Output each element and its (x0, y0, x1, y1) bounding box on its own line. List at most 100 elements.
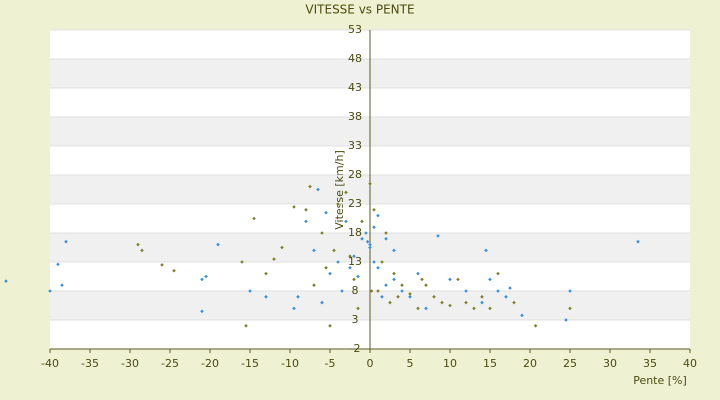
point (488, 306, 492, 311)
x-tick-label: 25 (563, 357, 577, 370)
point (340, 289, 344, 293)
point (416, 306, 420, 311)
point (296, 295, 300, 299)
point (368, 245, 372, 250)
point (372, 208, 376, 212)
point (436, 234, 440, 238)
x-tick-label: 35 (643, 357, 657, 370)
point (448, 303, 452, 308)
y-tick-label: 38 (348, 110, 362, 123)
point (292, 306, 296, 311)
point (336, 202, 340, 206)
point (384, 283, 388, 287)
x-tick-label: 20 (523, 357, 537, 370)
point (416, 271, 420, 276)
x-tick-label: -25 (161, 357, 179, 370)
point (360, 219, 364, 224)
point (384, 237, 388, 241)
point (244, 324, 248, 328)
point (324, 266, 328, 270)
y-tick-label: 53 (348, 23, 362, 36)
point (248, 289, 252, 293)
point (392, 271, 396, 276)
y-tick-label: 43 (348, 81, 362, 94)
point (352, 277, 356, 282)
x-tick-label: 30 (603, 357, 617, 370)
point (160, 263, 164, 267)
point (304, 208, 308, 212)
point (408, 295, 412, 299)
x-tick-label: 5 (407, 357, 414, 370)
point (328, 324, 332, 328)
point (200, 309, 204, 314)
point (272, 257, 276, 261)
point (292, 205, 296, 209)
point (332, 248, 336, 253)
x-tick-label: 0 (367, 357, 374, 370)
point (64, 239, 68, 244)
point (216, 242, 220, 247)
point (400, 289, 404, 293)
point (380, 260, 384, 264)
point (356, 306, 360, 311)
point (348, 266, 352, 270)
y-tick-label: 48 (348, 52, 362, 65)
y-tick-label: 3 (352, 313, 359, 326)
point (360, 237, 364, 241)
point (484, 248, 488, 253)
y-tick-label: 18 (348, 226, 362, 239)
point (60, 283, 64, 287)
chart-title: VITESSE vs PENTE (305, 3, 414, 17)
point (508, 286, 512, 290)
y-tick-label: 13 (348, 255, 362, 268)
point (520, 313, 524, 318)
point (384, 231, 388, 235)
point (328, 271, 332, 276)
x-tick-label: -10 (281, 357, 299, 370)
point (636, 239, 640, 244)
x-tick-label: -20 (201, 357, 219, 370)
point (372, 260, 376, 264)
y-tick-label: -2 (350, 342, 361, 355)
point (336, 260, 340, 264)
point (396, 295, 400, 299)
point (324, 210, 328, 215)
x-tick-label: -5 (325, 357, 336, 370)
point (392, 277, 396, 282)
point (136, 242, 140, 247)
point (496, 271, 500, 276)
point (368, 181, 372, 186)
point (380, 295, 384, 299)
x-tick-label: 40 (683, 357, 697, 370)
point (456, 277, 460, 282)
point (48, 289, 52, 293)
point (400, 283, 404, 287)
point (344, 219, 348, 224)
point (408, 292, 412, 296)
point (264, 271, 268, 276)
point (512, 300, 516, 305)
point (352, 254, 356, 258)
point (376, 213, 380, 218)
x-axis-label: Pente [%] (633, 374, 687, 387)
x-tick-label: -15 (241, 357, 259, 370)
point (204, 274, 208, 279)
point (172, 268, 176, 273)
point (376, 289, 380, 293)
point (344, 190, 348, 195)
point (308, 184, 312, 189)
point (140, 248, 144, 253)
y-tick-label: 23 (348, 197, 362, 210)
y-axis-label: Vitesse [km/h] (333, 150, 346, 230)
point (4, 279, 8, 283)
point (312, 283, 316, 287)
point (464, 289, 468, 293)
point (369, 289, 374, 293)
point (504, 295, 508, 299)
point (420, 277, 424, 282)
point (424, 306, 428, 311)
point (200, 277, 204, 282)
point (356, 274, 360, 279)
